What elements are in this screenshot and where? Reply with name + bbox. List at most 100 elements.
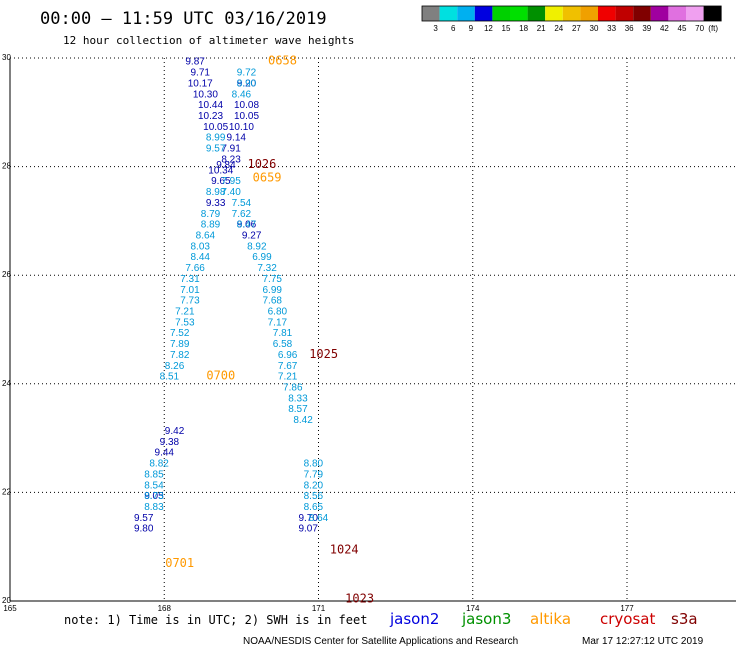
swh-value: 7.62 xyxy=(232,209,252,220)
swh-value: 9.70 xyxy=(298,513,318,524)
x-tick-label: 165 xyxy=(3,604,17,613)
y-tick-label: 30 xyxy=(2,53,11,62)
colorbar-legend: 3 6 9 12 15 18 21 24 27 30 33 36 39 42 45 70 (ft) xyxy=(421,5,722,33)
colorbar-swatch xyxy=(545,6,563,21)
colorbar-swatch xyxy=(668,6,686,21)
swh-value: 9.06 xyxy=(237,220,257,231)
colorbar-label: 45 xyxy=(678,24,687,33)
swh-value: 9.44 xyxy=(155,448,175,459)
swh-value: 7.81 xyxy=(273,328,293,339)
colorbar-swatch xyxy=(474,6,493,21)
y-tick-label: 22 xyxy=(2,487,11,496)
swh-value: 8.23 xyxy=(221,154,241,165)
swh-value: 8.47 xyxy=(237,220,257,231)
swh-value: 9.57 xyxy=(206,144,226,155)
swh-value: 6.99 xyxy=(262,285,282,296)
swh-value: 7.73 xyxy=(180,296,200,307)
legend-cryosat: cryosat xyxy=(600,610,655,628)
colorbar-label: 42 xyxy=(660,24,669,33)
swh-value: 10.08 xyxy=(234,100,259,111)
swh-value: 8.54 xyxy=(144,480,164,491)
swh-value: 6.58 xyxy=(273,339,293,350)
chart-subtitle: 12 hour collection of altimeter wave hei… xyxy=(63,34,354,47)
x-tick-label: 177 xyxy=(620,604,634,613)
swh-value: 8.89 xyxy=(201,220,221,231)
colorbar-label: (ft) xyxy=(708,24,718,33)
colorbar-swatch xyxy=(492,6,510,21)
colorbar-swatch xyxy=(703,6,722,21)
x-tick-label: 174 xyxy=(466,604,480,613)
grid-lines xyxy=(9,57,736,602)
axis-ticks: 20 22 24 26 28 30 165 168 171 174 177 xyxy=(2,53,634,613)
colorbar-label: 3 xyxy=(433,24,438,33)
colorbar-label: 39 xyxy=(642,24,651,33)
swh-value: 7.89 xyxy=(170,339,190,350)
pass-time-label: 1023 xyxy=(345,591,374,605)
swh-value: 9.14 xyxy=(226,133,246,144)
pass-time-label: 1026 xyxy=(247,157,276,171)
swh-value: 8.83 xyxy=(144,502,164,513)
colorbar-swatch xyxy=(598,6,616,21)
swh-value: 9.38 xyxy=(160,437,180,448)
swh-value: 7.21 xyxy=(278,372,298,383)
swh-value: 9.65 xyxy=(211,176,231,187)
swh-value: 8.79 xyxy=(201,209,221,220)
swh-value: 9.27 xyxy=(242,230,262,241)
swh-value: 9.42 xyxy=(165,426,185,437)
swh-value: 8.99 xyxy=(206,133,226,144)
colorbar-swatch xyxy=(562,6,581,21)
swh-value: 9.05 xyxy=(144,491,164,502)
swh-value: 9.80 xyxy=(134,524,154,535)
swh-value: 7.53 xyxy=(175,317,195,328)
swh-value: 7.82 xyxy=(170,350,190,361)
swh-value: 10.23 xyxy=(198,111,223,122)
swh-value: 6.96 xyxy=(278,350,298,361)
swh-value: 10.05 xyxy=(203,122,228,133)
swh-value: 8.64 xyxy=(309,513,329,524)
swh-value: 9.72 xyxy=(237,68,257,79)
swh-value: 10.34 xyxy=(208,165,233,176)
swh-value: 8.57 xyxy=(288,404,308,415)
colorbar-label: 12 xyxy=(484,24,493,33)
colorbar-swatch xyxy=(510,6,528,21)
swh-value: 7.32 xyxy=(257,263,277,274)
swh-value: 8.73 xyxy=(144,491,164,502)
pass-time-label: 0659 xyxy=(253,170,282,184)
swh-value: 7.68 xyxy=(262,296,282,307)
pass-time-label: 0700 xyxy=(206,369,235,383)
colorbar-border xyxy=(421,5,722,22)
swh-value: 7.79 xyxy=(304,469,324,480)
legend-jason2: jason2 xyxy=(389,610,439,628)
swh-value: 7.31 xyxy=(180,274,200,285)
swh-value: 10.44 xyxy=(198,100,223,111)
colorbar-label: 18 xyxy=(519,24,528,33)
swh-value: 7.40 xyxy=(221,187,241,198)
pass-time-label: 1024 xyxy=(330,542,359,556)
colorbar-label: 30 xyxy=(590,24,599,33)
swh-value: 6.80 xyxy=(268,306,288,317)
swh-value: 8.46 xyxy=(232,89,252,100)
swh-value: 7.54 xyxy=(232,198,252,209)
swh-value: 8.82 xyxy=(149,459,169,470)
swh-value: 9.33 xyxy=(206,198,226,209)
colorbar-swatch xyxy=(615,6,634,21)
colorbar-swatch xyxy=(650,6,669,21)
swh-value: 8.51 xyxy=(160,372,180,383)
timestamp-text: Mar 17 12:27:12 UTC 2019 xyxy=(582,636,704,647)
swh-value: 8.90 xyxy=(237,78,257,89)
swh-value: 8.03 xyxy=(191,241,211,252)
data-points: 9.879.7110.1710.3010.4410.2310.059.2010.… xyxy=(134,54,374,606)
swh-value: 9.20 xyxy=(237,78,257,89)
pass-time-label: 1025 xyxy=(309,347,338,361)
plot-frame xyxy=(9,58,736,602)
pass-time-label: 0701 xyxy=(165,556,194,570)
x-tick-label: 171 xyxy=(312,604,326,613)
swh-value: 8.42 xyxy=(293,415,313,426)
swh-value: 8.80 xyxy=(304,459,324,470)
colorbar-label: 9 xyxy=(469,24,474,33)
colorbar-label: 70 xyxy=(695,24,704,33)
colorbar-swatch xyxy=(457,6,475,21)
satellite-legend: jason2 jason3 altika cryosat s3a xyxy=(389,610,698,628)
swh-value: 7.95 xyxy=(221,176,241,187)
